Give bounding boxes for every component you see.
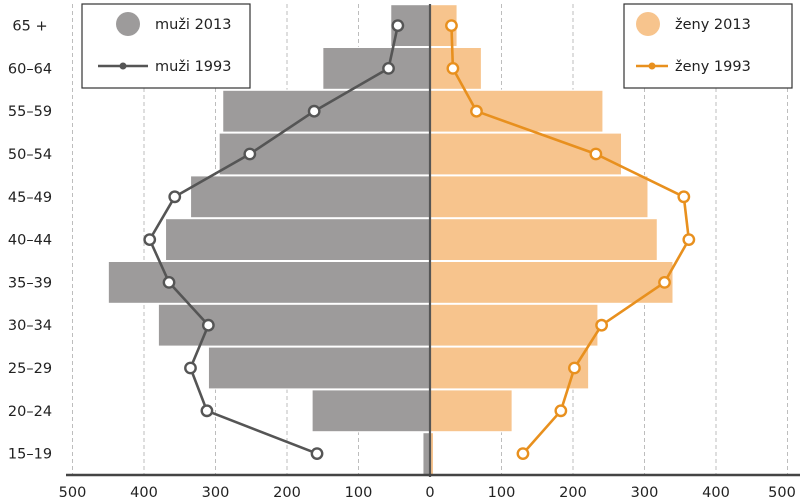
point-muzi-1993-2 (184, 361, 197, 375)
point-muzi-1993-4 (162, 275, 176, 289)
x-tick-label-5: 0 (425, 485, 434, 501)
point-muzi-1993-7 (243, 147, 257, 161)
category-label-7: 50–54 (8, 147, 52, 163)
point-muzi-1993-10 (391, 19, 405, 33)
category-label-5: 40–44 (8, 233, 52, 249)
point-muzi-1993-3 (201, 318, 215, 332)
category-label-10: 65 + (12, 19, 47, 35)
bar-muzi-9 (322, 46, 431, 91)
bar-zeny-6 (429, 175, 649, 219)
point-zeny-1993-10 (445, 19, 458, 33)
legend-muzi-1993-label: muži 1993 (155, 59, 231, 75)
category-labels: 15–19 20–24 25–29 30–34 35–39 40–44 45–49 50–54… (8, 19, 52, 463)
legend-right: ženy 2013 ženy 1993 (623, 3, 793, 89)
category-label-8: 55–59 (8, 104, 52, 120)
bar-muzi-1 (311, 389, 431, 433)
point-zeny-1993-7 (589, 147, 603, 161)
point-zeny-1993-2 (568, 361, 581, 375)
point-zeny-1993-0 (516, 447, 530, 460)
bar-muzi-6 (189, 175, 431, 219)
legend-muzi-2013-label: muži 2013 (155, 17, 231, 33)
category-label-1: 20–24 (8, 404, 52, 420)
bar-zeny-4 (429, 260, 674, 304)
point-zeny-1993-1 (554, 404, 568, 418)
point-muzi-1993-5 (143, 233, 157, 247)
bar-zeny-9 (429, 46, 483, 91)
point-zeny-1993-5 (682, 233, 696, 247)
point-zeny-1993-8 (470, 104, 483, 118)
point-muzi-1993-1 (200, 404, 214, 418)
bar-zeny-8 (429, 89, 604, 133)
point-zeny-1993-4 (658, 275, 671, 289)
legend-zeny-2013-swatch (636, 12, 660, 36)
point-muzi-1993-6 (168, 190, 182, 204)
bar-muzi-8 (222, 89, 431, 133)
legend-left: muži 2013 muži 1993 (81, 3, 251, 89)
category-label-4: 35–39 (8, 275, 52, 291)
category-label-6: 45–49 (8, 190, 52, 206)
category-label-3: 30–34 (8, 318, 52, 334)
legend-left-box (81, 3, 251, 89)
point-muzi-1993-0 (310, 447, 324, 460)
x-tick-label-3: 200 (273, 485, 301, 501)
lines (143, 19, 696, 460)
x-tick-label-1: 400 (130, 485, 158, 501)
x-tick-label-0: 500 (59, 485, 87, 501)
x-tick-label-7: 200 (559, 485, 587, 501)
category-label-9: 60–64 (8, 61, 52, 77)
point-muzi-1993-8 (307, 104, 321, 118)
x-tick-label-8: 300 (631, 485, 659, 501)
axes (66, 4, 800, 477)
tick-labels: 500 400 300 200 100 0 100 200 300 400 500 (59, 485, 796, 501)
legend-zeny-2013-label: ženy 2013 (675, 17, 751, 33)
bar-muzi-5 (164, 218, 431, 262)
legend-muzi-2013-swatch (116, 12, 140, 36)
x-tick-label-6: 100 (488, 485, 516, 501)
category-label-0: 15–19 (8, 447, 52, 463)
bar-zeny-5 (429, 218, 658, 262)
legend-zeny-1993-label: ženy 1993 (675, 59, 751, 75)
point-zeny-1993-6 (677, 190, 691, 204)
x-tick-label-2: 300 (202, 485, 230, 501)
category-label-2: 25–29 (8, 361, 52, 377)
x-tick-label-9: 400 (702, 485, 730, 501)
legend-zeny-1993-marker (648, 62, 656, 70)
bar-muzi-4 (107, 260, 431, 304)
point-muzi-1993-9 (382, 62, 395, 75)
point-zeny-1993-9 (446, 62, 460, 75)
x-tick-label-10: 500 (768, 485, 796, 501)
x-tick-label-4: 100 (345, 485, 373, 501)
legend-muzi-1993-marker (119, 62, 127, 70)
bar-zeny-1 (429, 389, 513, 433)
bar-muzi-3 (157, 303, 431, 347)
bar-muzi-2 (207, 346, 431, 390)
bar-zeny-2 (429, 346, 590, 390)
point-zeny-1993-3 (595, 318, 608, 332)
bar-zeny-3 (429, 303, 599, 347)
